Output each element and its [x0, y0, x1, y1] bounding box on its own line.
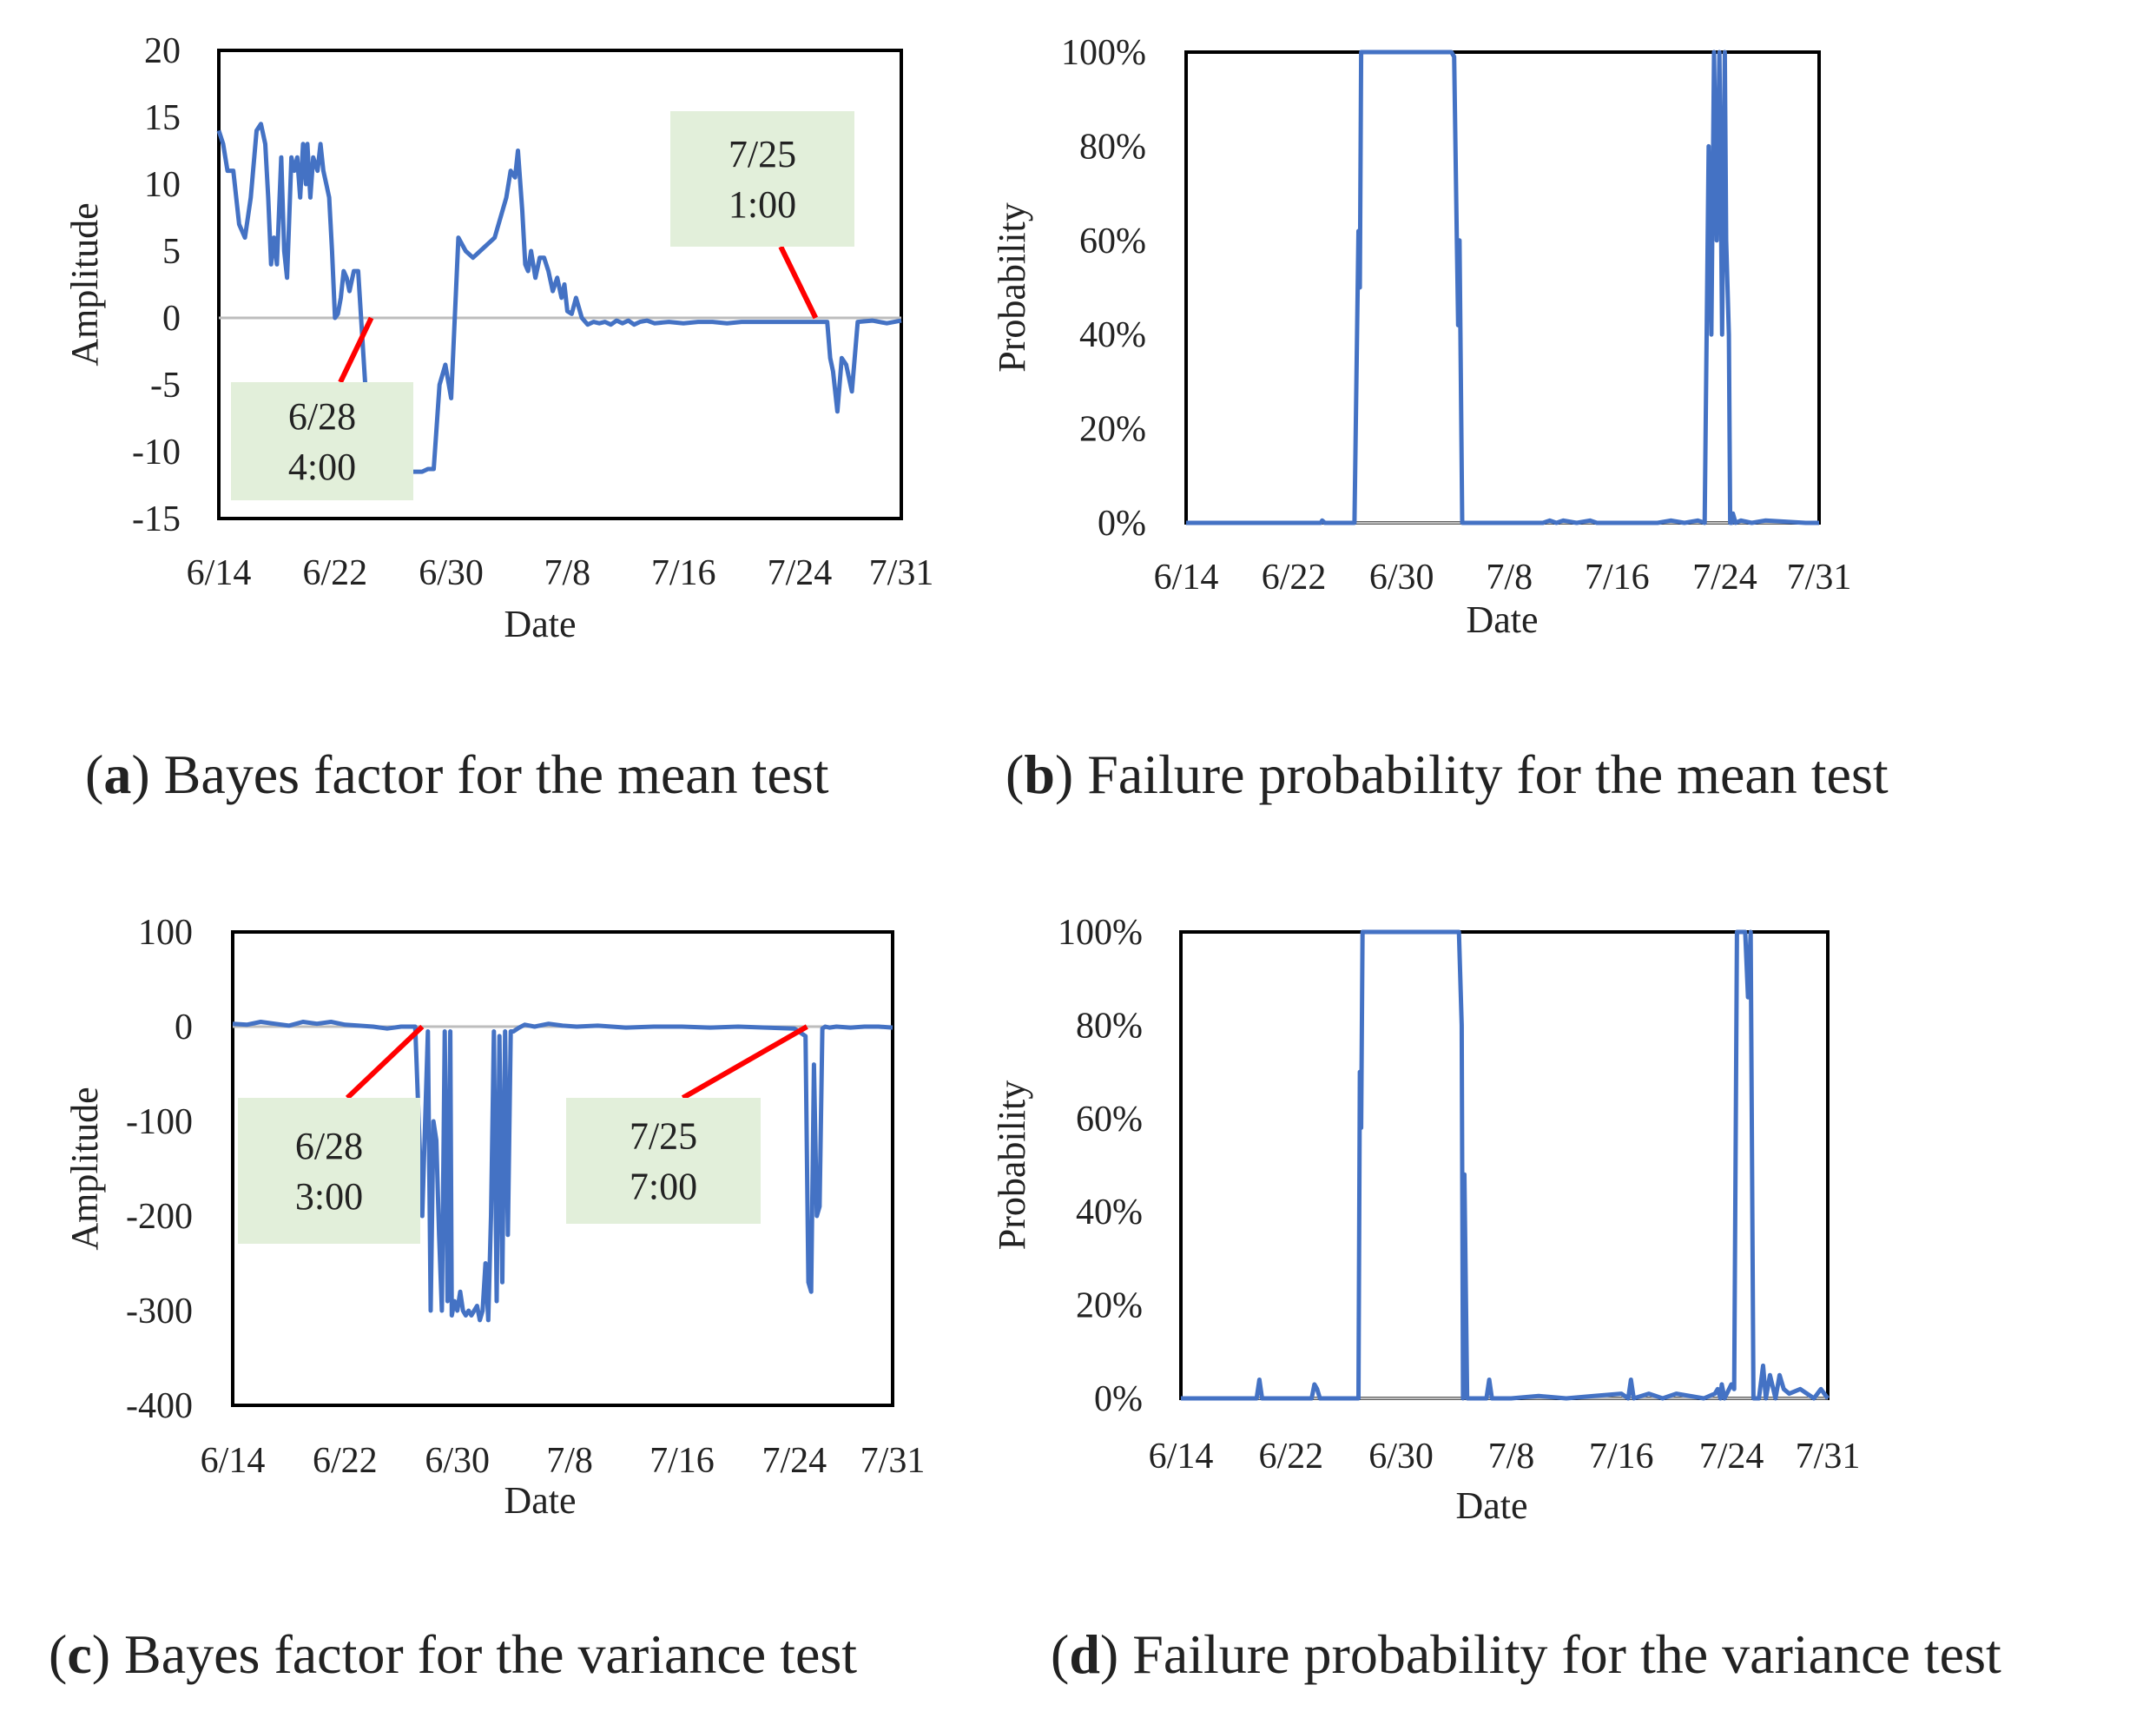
y-tick-label: 5 — [162, 232, 181, 272]
y-tick-label: 10 — [144, 165, 181, 205]
annotation-leader — [778, 245, 819, 320]
series-line — [1186, 50, 1819, 525]
chart-d: 0% 20% 40% 60% 80% 100% 6/14 6/22 6/30 7/8 7/16 7/2… — [991, 913, 1860, 1527]
x-tick-label: 7/16 — [1585, 558, 1650, 598]
series-line — [216, 122, 902, 474]
x-tick-label: 6/30 — [1368, 1437, 1434, 1477]
y-tick-label: -400 — [126, 1386, 193, 1426]
x-tick-label: 7/24 — [1699, 1437, 1764, 1477]
x-axis-label: Date — [1455, 1484, 1527, 1527]
annotation-text: 7/25 — [630, 1115, 697, 1158]
x-tick-label: 6/22 — [1258, 1437, 1323, 1477]
y-axis-label: Amplitude — [63, 202, 106, 366]
chart-c: -400 -300 -200 -100 0 100 6/14 6/22 6/30 7/8 7/16 7… — [63, 913, 925, 1522]
x-tick-label: 6/22 — [313, 1441, 378, 1481]
x-tick-label: 6/30 — [1369, 558, 1434, 598]
annotation-text: 7/25 — [729, 133, 796, 175]
caption-b: (b) Failure probability for the mean tes… — [1005, 743, 1889, 805]
y-tick-label: 100 — [138, 913, 193, 953]
annotation-leader — [345, 1024, 425, 1100]
y-tick-label: 15 — [144, 98, 181, 138]
annotation-leader — [681, 1024, 808, 1100]
annotation-text: 3:00 — [295, 1175, 363, 1218]
x-tick-label: 6/14 — [1154, 558, 1219, 598]
plot-frame — [231, 930, 894, 1407]
x-tick-label: 6/14 — [1149, 1437, 1214, 1477]
x-axis-label: Date — [1466, 598, 1538, 641]
y-tick-label: 80% — [1079, 127, 1146, 167]
chart-a: -15 -10 -5 0 5 10 15 20 6/14 6/22 6/30 7/8 7/16 7/24 7… — [63, 31, 933, 645]
y-tick-label: 40% — [1076, 1193, 1143, 1232]
series-line — [232, 1020, 893, 1323]
y-tick-label: -5 — [150, 366, 181, 406]
x-tick-label: 7/8 — [544, 553, 591, 593]
annotation-text: 7:00 — [630, 1166, 697, 1208]
annotation-box — [238, 1098, 420, 1244]
y-tick-label: -15 — [132, 499, 181, 539]
x-tick-label: 6/22 — [1262, 558, 1327, 598]
y-tick-label: 100% — [1061, 33, 1146, 73]
y-axis-label: Probability — [991, 1080, 1033, 1251]
annotation-text: 6/28 — [295, 1125, 363, 1167]
x-tick-label: 7/16 — [649, 1441, 715, 1481]
x-tick-label: 6/30 — [425, 1441, 490, 1481]
y-tick-label: 20% — [1076, 1286, 1143, 1326]
y-tick-label: 100% — [1058, 913, 1143, 953]
series-line — [1181, 929, 1830, 1401]
x-tick-label: 7/16 — [1589, 1437, 1654, 1477]
y-tick-label: 60% — [1079, 221, 1146, 261]
x-tick-label: 7/31 — [860, 1441, 926, 1481]
x-tick-label: 6/14 — [187, 553, 252, 593]
annotation-leader — [338, 316, 374, 384]
plot-frame — [1179, 930, 1830, 1400]
annotation-box — [231, 382, 413, 500]
y-tick-label: -200 — [126, 1197, 193, 1237]
y-tick-label: 0% — [1098, 504, 1146, 544]
caption-a: (a) Bayes factor for the mean test — [85, 743, 829, 805]
y-axis-label: Probability — [991, 202, 1033, 373]
x-tick-label: 6/30 — [419, 553, 484, 593]
annotation-box — [670, 111, 854, 247]
y-tick-label: 80% — [1076, 1006, 1143, 1046]
y-tick-label: 60% — [1076, 1100, 1143, 1140]
y-tick-label: -300 — [126, 1292, 193, 1331]
x-tick-label: 7/16 — [651, 553, 716, 593]
x-axis-label: Date — [504, 603, 576, 645]
y-tick-label: 0 — [162, 299, 181, 339]
y-axis-label: Amplitude — [63, 1087, 106, 1250]
y-tick-label: 20% — [1079, 410, 1146, 450]
caption-d: (d) Failure probability for the variance… — [1051, 1623, 2001, 1685]
x-tick-label: 6/14 — [201, 1441, 266, 1481]
y-tick-label: 0 — [175, 1008, 193, 1047]
x-tick-label: 7/31 — [869, 553, 934, 593]
annotation-text: 6/28 — [288, 395, 356, 438]
chart-b: 0% 20% 40% 60% 80% 100% 6/14 6/22 6/30 7/8 7/16 7/2… — [991, 33, 1851, 641]
x-tick-label: 7/24 — [768, 553, 833, 593]
x-tick-label: 7/31 — [1787, 558, 1852, 598]
y-tick-label: 20 — [144, 31, 181, 71]
caption-c: (c) Bayes factor for the variance test — [49, 1623, 858, 1685]
y-tick-label: -10 — [132, 433, 181, 472]
x-axis-label: Date — [504, 1479, 576, 1522]
y-tick-label: -100 — [126, 1102, 193, 1142]
annotation-box — [566, 1098, 761, 1224]
annotation-text: 4:00 — [288, 446, 356, 488]
y-tick-label: 0% — [1094, 1379, 1143, 1419]
plot-frame — [217, 49, 903, 520]
x-tick-label: 6/22 — [302, 553, 367, 593]
x-tick-label: 7/8 — [1488, 1437, 1535, 1477]
y-tick-label: 40% — [1079, 315, 1146, 355]
x-tick-label: 7/8 — [1486, 558, 1533, 598]
x-tick-label: 7/24 — [762, 1441, 827, 1481]
x-tick-label: 7/8 — [546, 1441, 593, 1481]
x-tick-label: 7/31 — [1796, 1437, 1861, 1477]
annotation-text: 1:00 — [729, 183, 796, 226]
x-tick-label: 7/24 — [1692, 558, 1757, 598]
